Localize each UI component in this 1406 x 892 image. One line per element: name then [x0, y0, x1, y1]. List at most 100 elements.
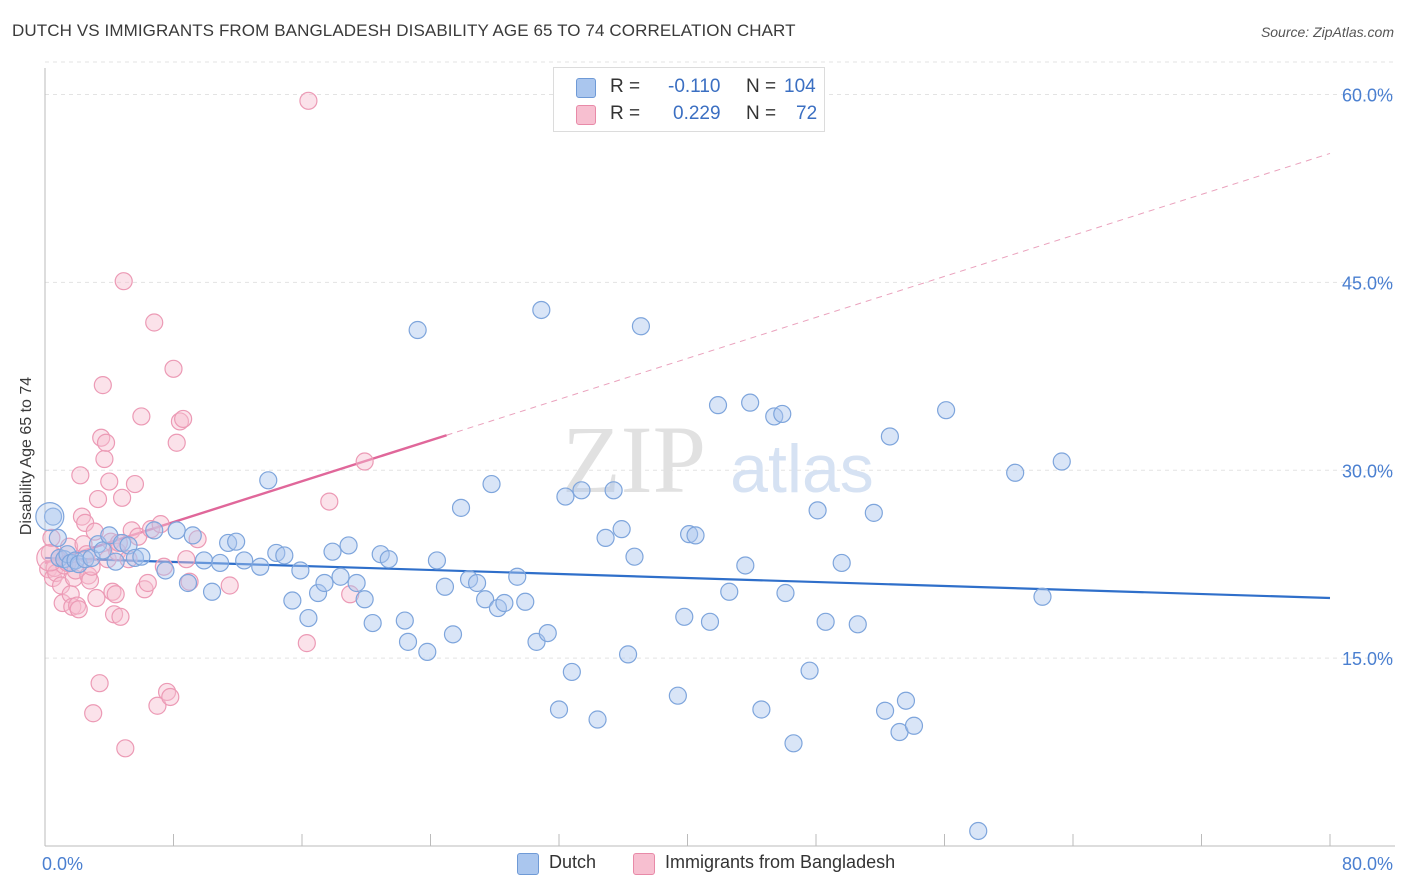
- data-point-dutch: [516, 592, 535, 611]
- data-point-dutch: [299, 608, 318, 628]
- data-point-dutch: [251, 557, 270, 576]
- legend-r-label: R =: [610, 103, 641, 124]
- data-point-bangladesh: [80, 571, 100, 590]
- data-point-bangladesh: [355, 452, 374, 471]
- source-label: Source: ZipAtlas.com: [1260, 24, 1394, 40]
- data-point-dutch: [43, 507, 63, 526]
- data-point-dutch: [1033, 587, 1052, 606]
- data-point-dutch: [675, 607, 694, 626]
- bottom-legend-label-bangladesh: Immigrants from Bangladesh: [665, 852, 896, 872]
- data-point-dutch: [904, 716, 924, 735]
- data-point-bangladesh: [96, 433, 116, 452]
- data-point-bangladesh: [92, 428, 111, 447]
- data-point-dutch: [398, 632, 418, 651]
- data-point-dutch: [476, 590, 495, 609]
- data-point-dutch: [427, 551, 447, 570]
- y-tick-label: 45.0%: [1342, 273, 1393, 293]
- data-point-dutch: [752, 700, 771, 719]
- data-point-dutch: [202, 582, 222, 601]
- series-bangladesh-points: [36, 91, 374, 758]
- axes: [44, 68, 1395, 847]
- data-point-bangladesh: [88, 489, 108, 509]
- correlation-legend: R = -0.110 N = 104 R = 0.229 N = 72: [553, 67, 825, 132]
- data-point-bangladesh: [145, 313, 164, 332]
- watermark-atlas: atlas: [730, 431, 874, 507]
- tick-labels: 15.0% 30.0% 45.0% 60.0% 0.0% 80.0%: [42, 86, 1393, 874]
- data-point-dutch: [227, 532, 246, 551]
- data-point-bangladesh: [84, 704, 103, 723]
- data-point-dutch: [418, 642, 437, 661]
- data-point-dutch: [132, 547, 151, 566]
- data-point-bangladesh: [111, 607, 130, 626]
- data-point-dutch: [125, 548, 145, 568]
- legend-n-value-dutch: 104: [784, 76, 816, 97]
- data-point-dutch: [178, 573, 198, 593]
- watermark: ZIP atlas: [562, 406, 874, 513]
- data-point-dutch: [784, 734, 803, 753]
- data-point-dutch: [832, 553, 851, 573]
- data-point-bangladesh: [36, 544, 64, 572]
- data-point-dutch: [618, 645, 638, 664]
- data-point-dutch: [625, 547, 644, 566]
- y-tick-label: 30.0%: [1342, 461, 1393, 481]
- y-tick-label: 60.0%: [1342, 86, 1393, 106]
- data-point-bangladesh: [42, 528, 61, 548]
- data-point-bangladesh: [174, 409, 193, 429]
- data-point-dutch: [708, 396, 728, 415]
- data-point-dutch: [323, 542, 342, 561]
- data-point-dutch: [408, 320, 427, 340]
- data-point-dutch: [183, 526, 202, 545]
- data-point-dutch: [538, 623, 557, 643]
- bottom-legend-swatch-bangladesh: [633, 853, 655, 875]
- data-point-dutch: [741, 393, 760, 412]
- data-point-dutch: [588, 710, 607, 729]
- data-point-dutch: [467, 573, 487, 593]
- data-point-bangladesh: [320, 492, 339, 511]
- data-point-bangladesh: [164, 359, 183, 378]
- data-point-bangladesh: [100, 472, 119, 491]
- legend-r-value-dutch: -0.110: [668, 76, 721, 97]
- trend-line-bangladesh-extended: [446, 152, 1331, 436]
- data-point-dutch: [800, 661, 819, 680]
- data-point-bangladesh: [161, 687, 180, 707]
- trend-lines: [44, 152, 1331, 600]
- data-point-dutch: [680, 525, 699, 544]
- data-point-dutch: [308, 583, 328, 603]
- data-point-dutch: [76, 550, 95, 569]
- x-tick-label: 0.0%: [42, 854, 83, 874]
- data-point-dutch: [549, 700, 569, 719]
- trend-line-bangladesh: [44, 434, 447, 565]
- data-point-dutch: [451, 498, 471, 517]
- data-point-dutch: [355, 590, 374, 609]
- data-point-bangladesh: [157, 682, 177, 702]
- data-point-dutch: [604, 481, 623, 500]
- data-point-dutch: [572, 481, 591, 500]
- data-point-dutch: [937, 401, 956, 420]
- series-dutch-points: [35, 300, 1071, 841]
- data-point-dutch: [435, 577, 455, 596]
- legend-n-label: N =: [746, 76, 777, 97]
- trend-line-dutch: [44, 556, 1331, 600]
- y-tick-label: 15.0%: [1342, 649, 1393, 669]
- data-point-dutch: [315, 573, 334, 593]
- data-point-dutch: [363, 613, 382, 633]
- data-point-bangladesh: [74, 535, 93, 554]
- data-point-dutch: [562, 662, 581, 682]
- chart-title: DUTCH VS IMMIGRANTS FROM BANGLADESH DISA…: [12, 21, 796, 40]
- legend-r-label: R =: [610, 76, 641, 97]
- data-point-dutch: [93, 541, 112, 560]
- data-point-dutch: [482, 474, 501, 494]
- legend-swatch-dutch: [576, 78, 596, 98]
- data-point-bangladesh: [116, 739, 135, 758]
- data-point-bangladesh: [138, 573, 157, 593]
- data-point-dutch: [259, 471, 278, 490]
- data-point-dutch: [291, 561, 310, 580]
- data-point-dutch: [194, 551, 214, 570]
- data-point-bangladesh: [90, 674, 109, 693]
- data-point-dutch: [1006, 463, 1025, 482]
- data-point-dutch: [379, 550, 398, 569]
- data-point-dutch: [773, 404, 792, 424]
- data-point-dutch: [283, 591, 302, 610]
- data-point-dutch: [35, 502, 65, 532]
- data-point-bangladesh: [112, 488, 132, 507]
